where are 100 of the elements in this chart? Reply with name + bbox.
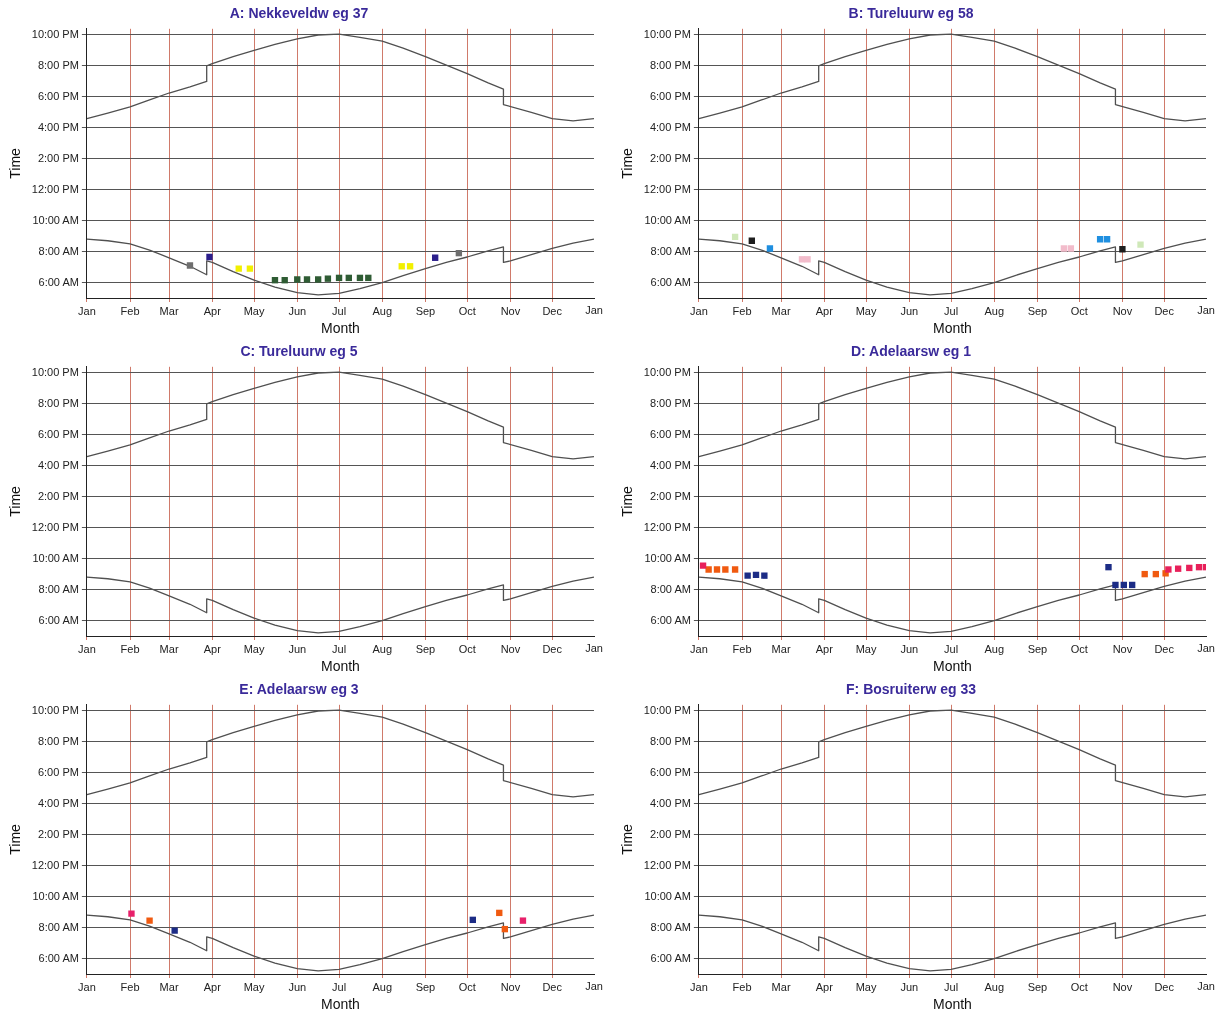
y-tick-label: 8:00 AM [38, 244, 79, 257]
y-tick-label: 6:00 PM [37, 89, 79, 102]
x-tick-label: Sep [415, 980, 436, 993]
x-tick-label: Jan [690, 980, 708, 993]
x-tick-label: Sep [1027, 642, 1048, 655]
point [146, 917, 153, 924]
y-axis-title: Time [7, 823, 24, 855]
x-tick-label: Feb [120, 980, 140, 993]
point [713, 566, 721, 573]
y-tick-label: 6:00 PM [649, 89, 691, 102]
x-tick-label: Feb [120, 304, 140, 317]
x-tick-label: Jul [332, 304, 347, 317]
y-tick-label: 10:00 PM [643, 704, 691, 717]
x-tick-label: Jul [944, 980, 959, 993]
y-tick-label: 4:00 PM [37, 796, 79, 809]
y-tick-label: 10:00 PM [31, 704, 79, 717]
x-tick-label: Aug [372, 980, 393, 993]
point [128, 910, 135, 917]
point [744, 572, 751, 579]
point [731, 566, 739, 573]
point [314, 276, 322, 283]
x-tick-label: May [243, 304, 265, 317]
point [804, 256, 811, 263]
y-tick-label: 6:00 AM [38, 613, 79, 626]
x-tick-label: Apr [815, 304, 834, 317]
x-tick-label: Nov [500, 304, 521, 317]
point [722, 566, 729, 573]
y-tick-label: 8:00 PM [649, 396, 691, 409]
x-tick-label: Oct [1070, 304, 1088, 317]
y-axis-title: Time [619, 147, 636, 179]
x-tick-label: Apr [203, 304, 222, 317]
x-tick-label: Aug [372, 304, 393, 317]
x-axis-title: Month [320, 658, 360, 675]
x-tick-label: Mar [159, 980, 179, 993]
x-tick-label: Nov [500, 980, 521, 993]
x-tick-label: Jun [900, 304, 919, 317]
y-tick-label: 8:00 AM [650, 920, 691, 933]
x-tick-label: Sep [415, 304, 436, 317]
point [761, 572, 768, 579]
x-tick-label: Mar [771, 642, 791, 655]
point [699, 562, 707, 569]
x-tick-label: Dec [542, 304, 563, 317]
x-tick-label: May [855, 304, 877, 317]
y-tick-label: 10:00 AM [32, 551, 79, 564]
x-tick-label: Mar [159, 642, 179, 655]
x-tick-label: Oct [458, 980, 476, 993]
point [171, 927, 178, 934]
y-tick-label: 8:00 PM [37, 396, 79, 409]
chart-title: F: Bosruiterw eg 33 [846, 681, 977, 698]
x-tick-label: Feb [120, 642, 140, 655]
x-tick-label: Nov [1112, 304, 1133, 317]
point [303, 276, 311, 283]
y-tick-label: 6:00 PM [37, 427, 79, 440]
y-tick-label: 6:00 AM [650, 951, 691, 964]
x-tick-label: Apr [815, 642, 834, 655]
point [235, 265, 242, 272]
point [705, 566, 712, 573]
x-tick-label: Sep [415, 642, 436, 655]
y-tick-label: 4:00 PM [649, 796, 691, 809]
y-tick-label: 12:00 PM [31, 182, 79, 195]
point [1112, 581, 1119, 589]
x-tick-label: Jul [944, 642, 959, 655]
x-tick-label: May [855, 980, 877, 993]
chart-title: E: Adelaarsw eg 3 [239, 681, 359, 698]
x-axis-title: Month [320, 320, 360, 337]
y-tick-label: 8:00 AM [38, 920, 79, 933]
x-tick-label: Jan [78, 642, 96, 655]
x-tick-label: Aug [372, 642, 393, 655]
y-tick-label: 4:00 PM [649, 458, 691, 471]
y-tick-label: 8:00 PM [649, 58, 691, 71]
x-tick-label: Dec [542, 980, 563, 993]
point [206, 253, 213, 261]
y-tick-label: 2:00 PM [37, 151, 79, 164]
chart-title: C: Tureluurw eg 5 [240, 343, 358, 360]
y-tick-label: 2:00 PM [649, 827, 691, 840]
x-tick-label: Oct [458, 304, 476, 317]
y-tick-label: 4:00 PM [37, 458, 79, 471]
chart-title: B: Tureluurw eg 58 [848, 5, 974, 22]
y-tick-label: 6:00 AM [650, 275, 691, 288]
y-tick-label: 12:00 PM [31, 858, 79, 871]
y-tick-label: 8:00 AM [38, 582, 79, 595]
y-tick-label: 10:00 AM [644, 213, 691, 226]
x-tick-label: Jan [690, 304, 708, 317]
y-tick-label: 8:00 PM [649, 734, 691, 747]
y-tick-label: 8:00 AM [650, 582, 691, 595]
y-tick-label: 2:00 PM [649, 489, 691, 502]
x-axis-title: Month [932, 996, 972, 1013]
y-axis-title: Time [619, 485, 636, 517]
y-tick-label: 10:00 PM [31, 28, 79, 41]
y-tick-label: 10:00 AM [32, 889, 79, 902]
x-tick-label: May [243, 642, 265, 655]
y-tick-label: 2:00 PM [37, 827, 79, 840]
point [766, 245, 774, 252]
x-tick-label: Jun [288, 304, 307, 317]
y-tick-label: 6:00 AM [38, 951, 79, 964]
y-tick-label: 6:00 PM [37, 765, 79, 778]
x-tick-label: Jul [944, 304, 959, 317]
y-axis-title: Time [7, 485, 24, 517]
y-tick-label: 12:00 PM [643, 520, 691, 533]
x-tick-label: Dec [1154, 980, 1175, 993]
